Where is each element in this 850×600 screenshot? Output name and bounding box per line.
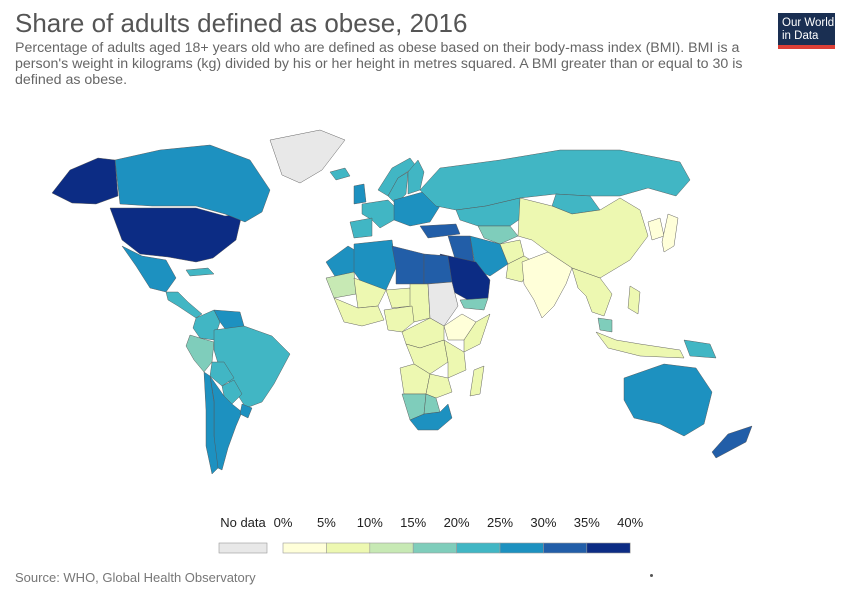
country-mexico[interactable] — [121, 245, 177, 293]
country-turkey[interactable] — [419, 223, 461, 239]
country-paraguay[interactable] — [221, 379, 243, 405]
country-united-kingdom[interactable] — [353, 183, 367, 205]
legend-bin-5[interactable] — [499, 542, 544, 554]
country-alaska[interactable] — [51, 157, 119, 205]
legend-bin-2[interactable] — [369, 542, 414, 554]
country-yemen[interactable] — [459, 297, 489, 311]
country-iceland[interactable] — [329, 167, 351, 181]
country-peru[interactable] — [185, 334, 215, 373]
country-canada[interactable] — [114, 144, 271, 223]
chart-title: Share of adults defined as obese, 2016 — [15, 8, 468, 38]
country-west-africa[interactable] — [333, 297, 385, 327]
country-central-asia[interactable] — [477, 225, 519, 245]
legend-bin-7[interactable] — [586, 542, 631, 554]
footer-dot — [650, 574, 653, 577]
country-papua-new-guinea[interactable] — [683, 339, 717, 359]
country-philippines[interactable] — [627, 285, 641, 315]
country-western-europe[interactable] — [361, 199, 397, 229]
country-south-africa[interactable] — [409, 403, 453, 431]
country-nigeria[interactable] — [383, 305, 415, 333]
country-india[interactable] — [521, 251, 573, 319]
legend-tick-label: 0% — [274, 515, 293, 530]
country-somalia[interactable] — [463, 313, 491, 353]
legend-bin-0[interactable] — [282, 542, 327, 554]
country-libya[interactable] — [391, 245, 425, 285]
logo-line-1: Our World — [782, 17, 835, 29]
country-zambia[interactable] — [425, 373, 453, 399]
country-chile[interactable] — [203, 371, 219, 475]
legend-no-data-swatch[interactable] — [218, 542, 268, 554]
owid-logo[interactable]: Our World in Data — [778, 13, 835, 49]
country-uruguay[interactable] — [239, 403, 253, 419]
country-niger[interactable] — [385, 287, 413, 309]
country-finland[interactable] — [407, 159, 425, 195]
legend-tick-label: 20% — [444, 515, 470, 530]
country-spain[interactable] — [349, 217, 373, 239]
country-egypt[interactable] — [423, 253, 453, 285]
legend-tick-label: 25% — [487, 515, 513, 530]
logo-line-2: in Data — [782, 29, 819, 42]
chart-subtitle: Percentage of adults aged 18+ years old … — [15, 40, 743, 88]
legend-tick-label: 10% — [357, 515, 383, 530]
legend-tick-label: 40% — [617, 515, 643, 530]
legend-tick-label: 35% — [574, 515, 600, 530]
legend-no-data-label: No data — [220, 515, 266, 530]
world-choropleth-map[interactable] — [0, 120, 850, 500]
country-greenland[interactable] — [269, 129, 346, 184]
country-malaysia[interactable] — [597, 317, 613, 333]
country-madagascar[interactable] — [469, 365, 485, 397]
country-bolivia[interactable] — [209, 361, 235, 387]
country-china[interactable] — [517, 197, 649, 279]
country-sudan[interactable] — [427, 281, 459, 327]
country-japan[interactable] — [661, 213, 679, 253]
country-chad[interactable] — [409, 283, 431, 323]
color-legend: No data 0% 5% 10% 15% 20% 25% 30% 35% 40% — [218, 515, 644, 554]
country-indonesia[interactable] — [595, 331, 685, 359]
country-cuba[interactable] — [185, 267, 215, 277]
legend-bin-4[interactable] — [456, 542, 501, 554]
country-southeast-asia[interactable] — [571, 267, 613, 317]
logo-accent-bar — [778, 45, 835, 49]
source-note[interactable]: Source: WHO, Global Health Observatory — [15, 570, 256, 585]
legend-bin-3[interactable] — [412, 542, 457, 554]
country-new-zealand[interactable] — [711, 425, 753, 459]
legend-tick-label: 30% — [530, 515, 556, 530]
country-central-america[interactable] — [165, 291, 203, 319]
country-korea[interactable] — [647, 217, 665, 241]
legend-bin-1[interactable] — [326, 542, 371, 554]
country-east-africa[interactable] — [443, 339, 467, 379]
country-australia[interactable] — [623, 363, 713, 437]
legend-bin-6[interactable] — [543, 542, 588, 554]
legend-tick-label: 15% — [400, 515, 426, 530]
country-united-states[interactable] — [109, 207, 243, 263]
country-mauritania[interactable] — [325, 271, 357, 299]
legend-tick-label: 5% — [317, 515, 336, 530]
